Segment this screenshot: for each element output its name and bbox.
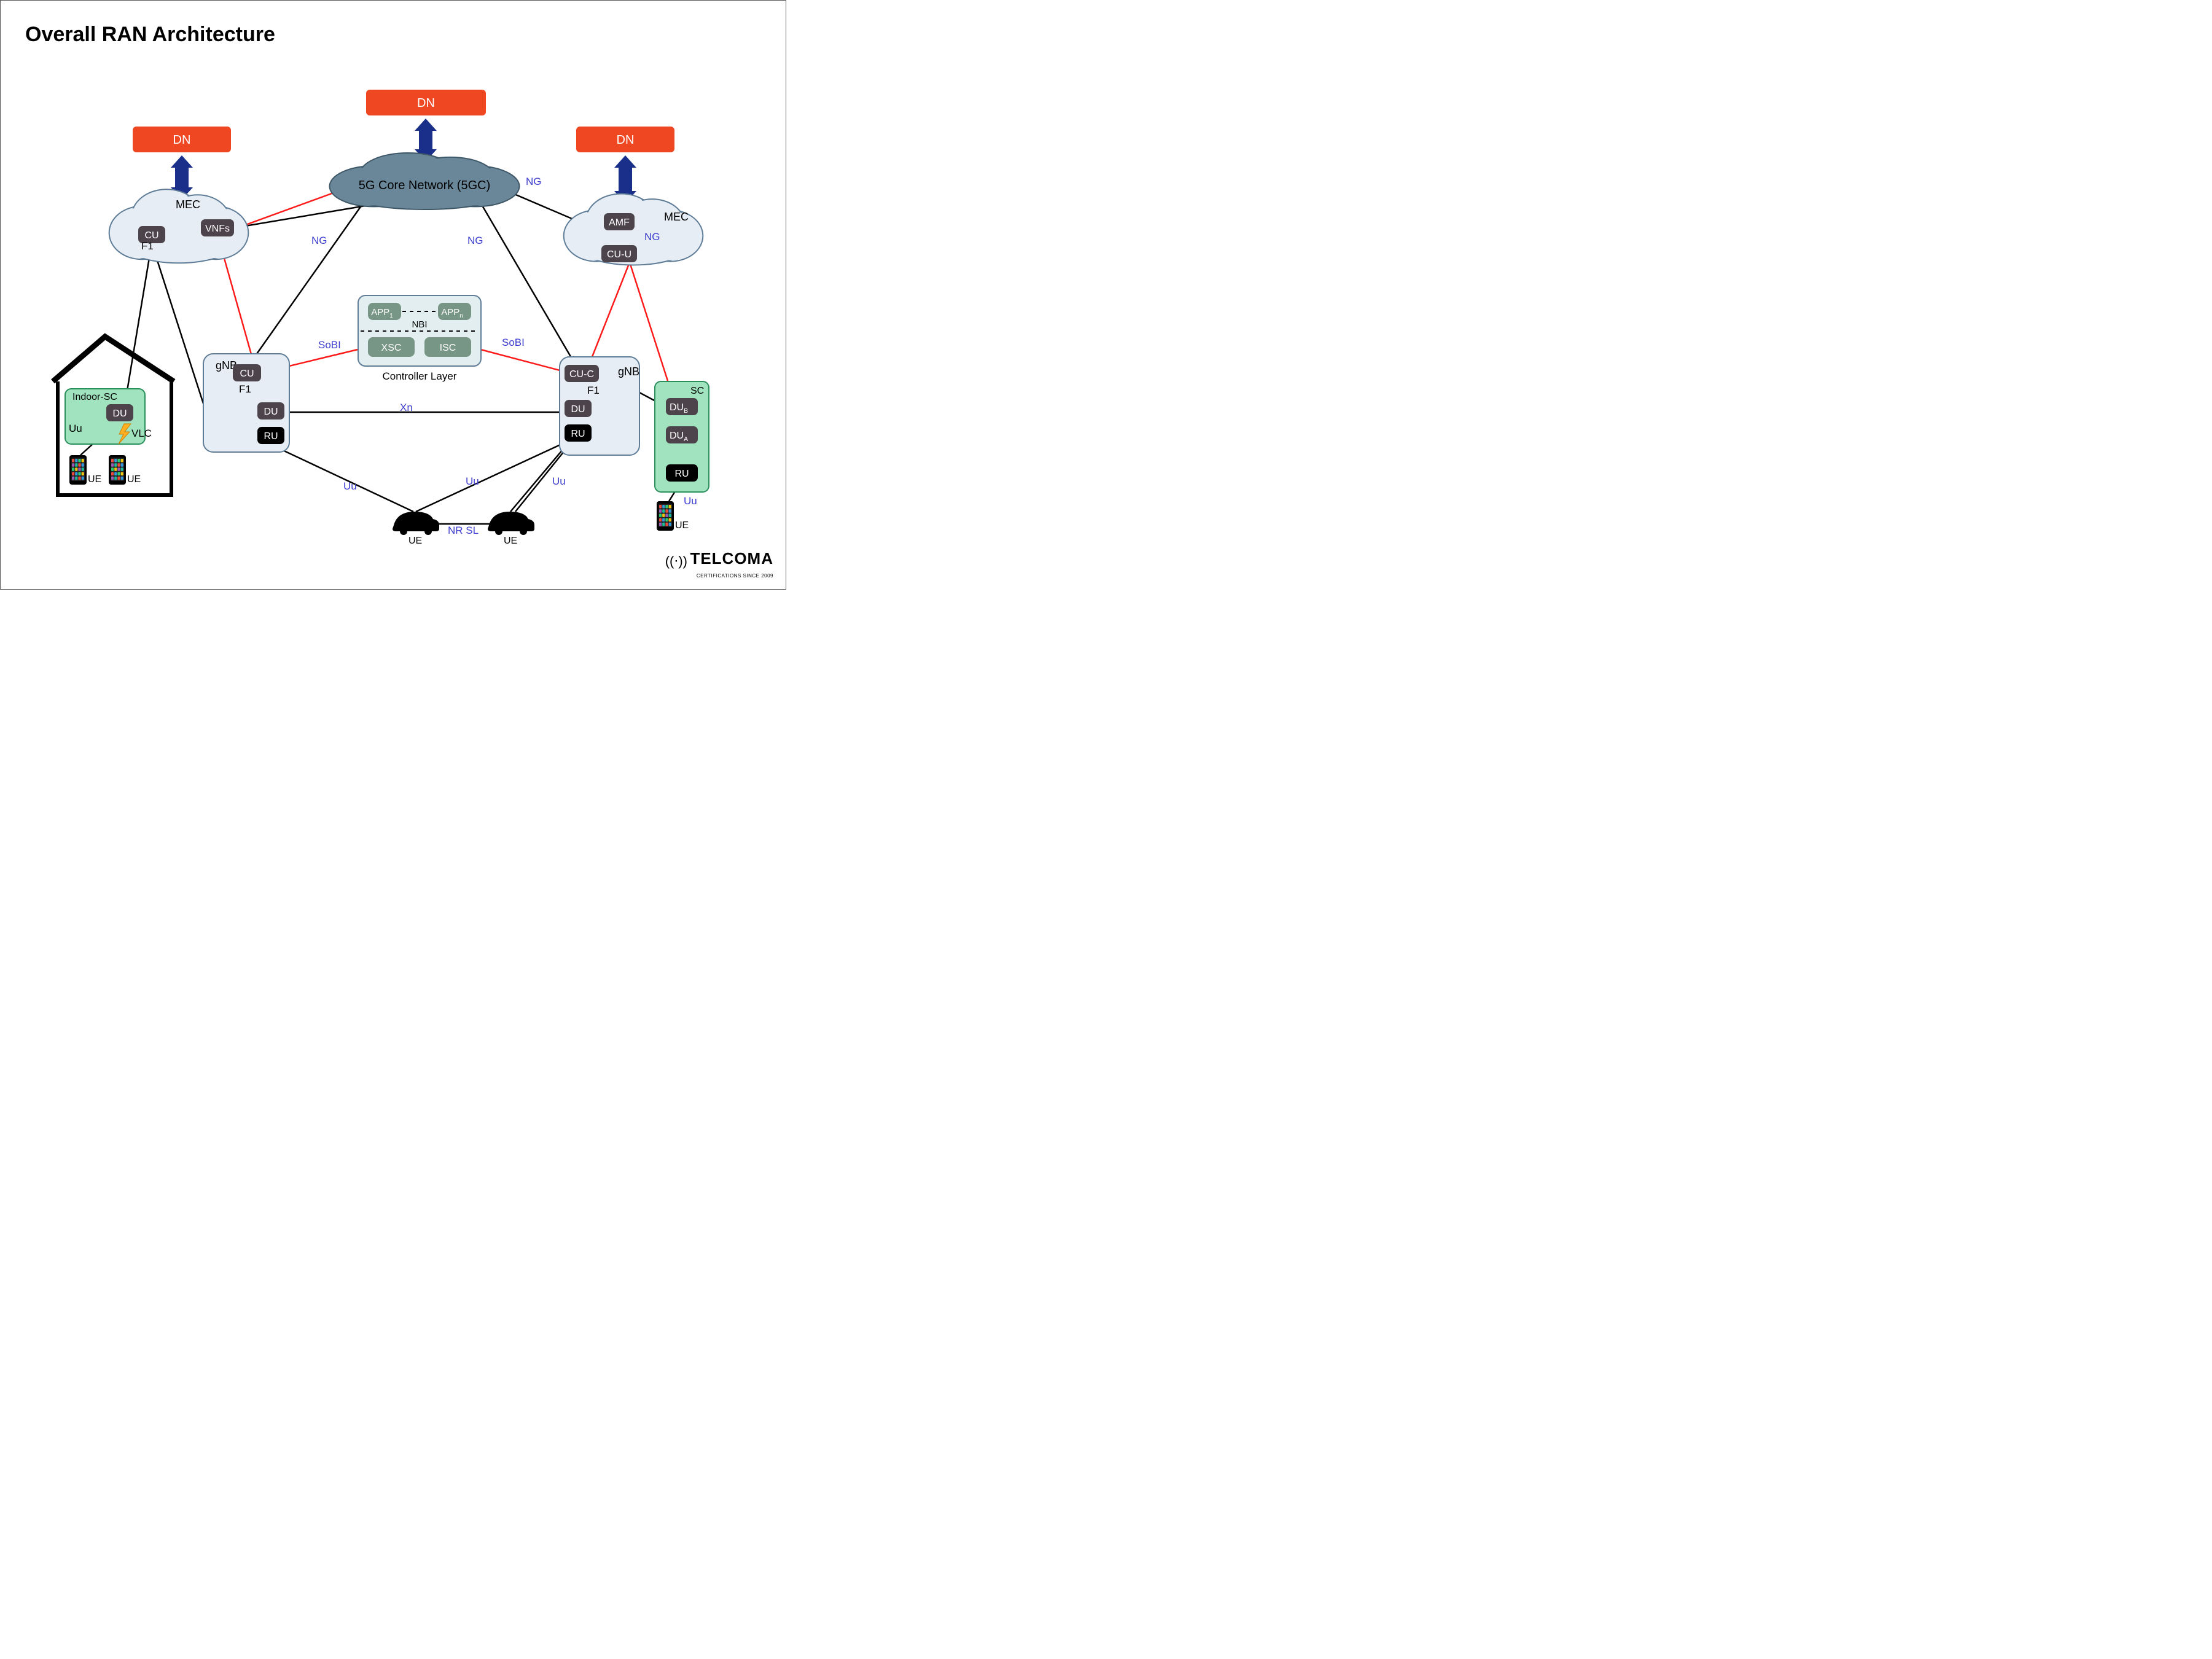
link-label: F1: [141, 240, 154, 252]
node-label: RU: [264, 431, 278, 442]
link-label: NG: [644, 231, 660, 243]
link-label: Uu: [69, 423, 82, 434]
link-label: F1: [587, 384, 600, 396]
node-label: CU-U: [607, 249, 631, 260]
link: [152, 243, 203, 404]
link: [249, 203, 363, 364]
core-label: 5G Core Network (5GC): [359, 179, 491, 192]
link-red: [471, 347, 565, 372]
nbi-label: NBI: [412, 319, 427, 330]
node-label: RU: [571, 429, 585, 439]
link-label: NG: [467, 235, 483, 246]
link-red: [587, 262, 630, 369]
link-label: NR SL: [448, 525, 479, 536]
controller-label: Controller Layer: [383, 370, 457, 382]
link-label: SoBI: [318, 339, 341, 351]
dn-label: DN: [173, 133, 191, 147]
link-label: SoBI: [502, 337, 525, 348]
ue-label: UE: [504, 536, 517, 546]
link: [270, 444, 413, 512]
gnb-label: gNB: [618, 365, 639, 378]
node-label: DU: [264, 407, 278, 417]
node-label: VNFs: [205, 224, 230, 234]
link-label: Uu: [684, 495, 697, 507]
mec-label: MEC: [664, 211, 689, 223]
ue-label: UE: [408, 536, 422, 546]
sc-label: SC: [690, 386, 704, 396]
ctl-label: XSC: [381, 343, 402, 353]
link-label: F1: [239, 383, 251, 395]
ue-label: UE: [675, 520, 689, 531]
logo-text: TELCOMA: [690, 549, 773, 568]
node-label: CU: [240, 369, 254, 379]
link-label: NG: [526, 176, 542, 187]
car-icon: [393, 512, 439, 535]
node-label: CU: [144, 230, 158, 241]
link-label: Xn: [400, 402, 413, 413]
node-label: DU: [571, 404, 585, 415]
diagram-svg: DNDNDNMECMEC5G Core Network (5GC)gNBgNBI…: [1, 1, 787, 590]
link-label: NG: [311, 235, 327, 246]
ue-label: UE: [127, 474, 141, 485]
sc-label: Indoor-SC: [72, 392, 117, 402]
link-red: [234, 191, 338, 229]
link-label: VLC: [131, 427, 152, 439]
link-label: Uu: [466, 475, 479, 487]
link-label: Uu: [343, 480, 357, 492]
dn-label: DN: [417, 96, 435, 110]
logo-tagline: CERTIFICATIONS SINCE 2009: [697, 573, 773, 579]
node-label: DU: [112, 408, 127, 419]
node-label: CU-C: [569, 369, 594, 380]
car-icon: [488, 512, 534, 535]
ue-label: UE: [88, 474, 101, 485]
node-label: AMF: [609, 217, 630, 228]
ctl-label: ISC: [440, 343, 456, 353]
diagram-page: Overall RAN Architecture DNDNDNMECMEC5G …: [0, 0, 786, 590]
link-label: Uu: [552, 475, 566, 487]
brand-logo: ((⋅)) TELCOMA CERTIFICATIONS SINCE 2009: [665, 549, 773, 580]
dn-label: DN: [617, 133, 635, 147]
link: [482, 205, 578, 369]
house-roof: [53, 337, 174, 381]
link: [123, 243, 152, 413]
mec-label: MEC: [176, 198, 200, 211]
node-label: RU: [674, 469, 689, 479]
